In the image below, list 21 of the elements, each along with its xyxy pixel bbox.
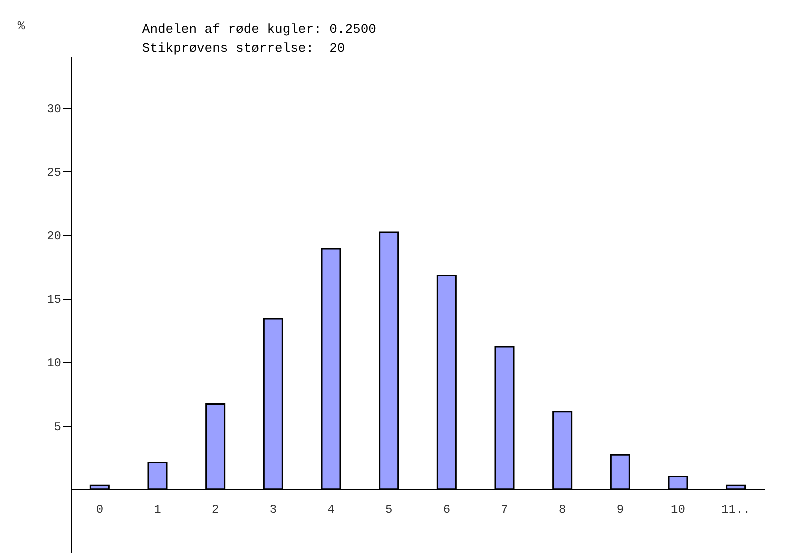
chart-subtitle: Stikprøvens størrelse: 20 <box>142 41 346 56</box>
x-tick-label: 4 <box>328 502 335 517</box>
x-tick-label: 2 <box>212 502 220 517</box>
y-tick-label: 20 <box>47 230 62 244</box>
x-tick-label: 1 <box>154 502 162 517</box>
x-tick-label: 7 <box>501 502 508 517</box>
y-tick-label: 30 <box>47 102 62 116</box>
x-tick-label: 11.. <box>722 502 750 517</box>
y-tick-label: 25 <box>47 166 62 180</box>
x-tick-label: 9 <box>616 502 624 517</box>
x-tick-label: 0 <box>96 502 104 517</box>
y-tick-label: 10 <box>47 356 62 371</box>
x-tick-label: 8 <box>558 502 566 517</box>
x-tick-label: 3 <box>270 502 278 517</box>
y-tick-label: 15 <box>47 293 62 308</box>
x-tick-label: 5 <box>385 502 393 517</box>
y-axis-title: % <box>18 20 26 34</box>
x-tick-label: 6 <box>443 502 451 517</box>
x-tick-label: 10 <box>671 502 686 517</box>
chart-title: Andelen af røde kugler: 0.2500 <box>142 22 376 37</box>
y-tick-label: 5 <box>54 420 62 434</box>
